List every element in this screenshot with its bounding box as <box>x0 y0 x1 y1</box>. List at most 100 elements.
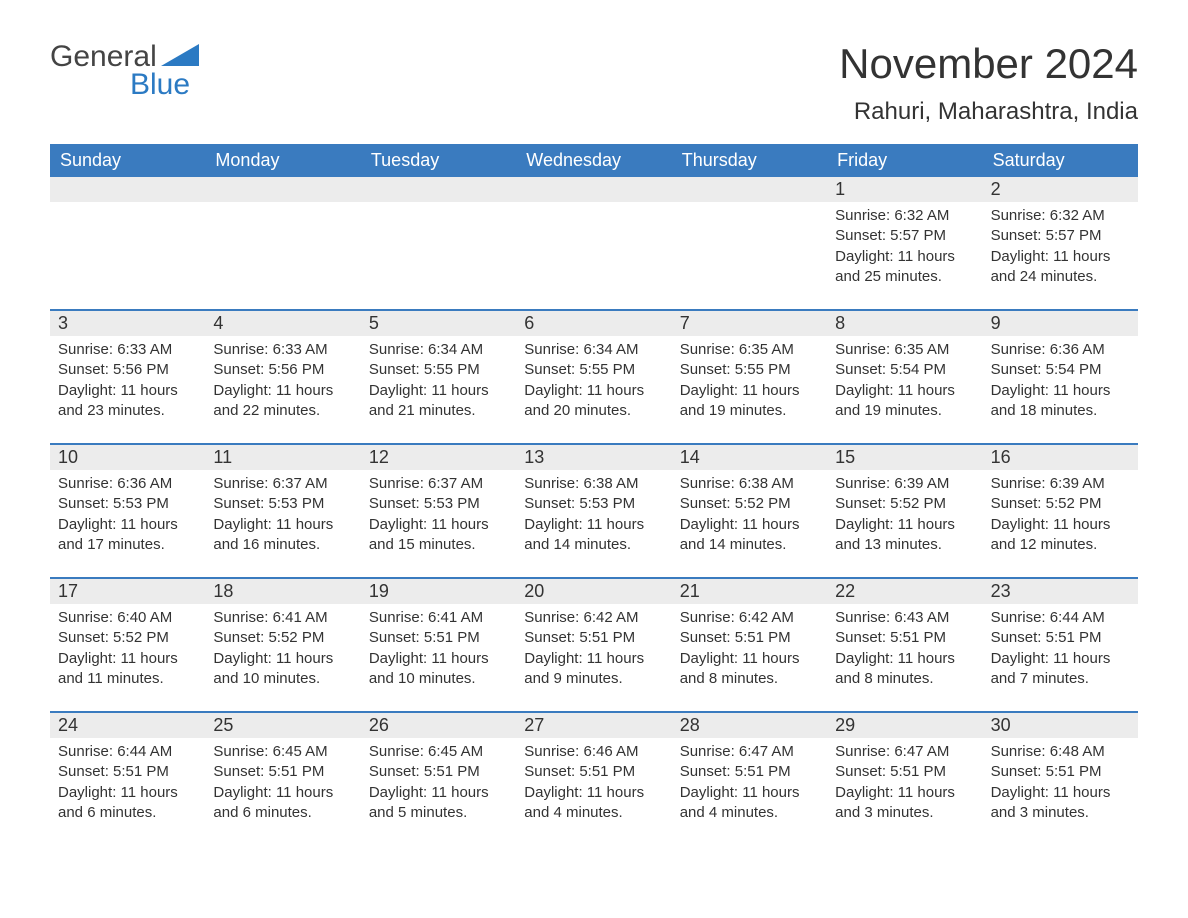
daylight-line: Daylight: 11 hours and 3 minutes. <box>835 783 974 824</box>
day-cell: 13Sunrise: 6:38 AMSunset: 5:53 PMDayligh… <box>516 445 671 555</box>
sunset-line: Sunset: 5:51 PM <box>524 628 663 648</box>
day-body: Sunrise: 6:37 AMSunset: 5:53 PMDaylight:… <box>361 470 516 555</box>
sunset-line: Sunset: 5:52 PM <box>213 628 352 648</box>
day-cell: 19Sunrise: 6:41 AMSunset: 5:51 PMDayligh… <box>361 579 516 689</box>
sunrise-line: Sunrise: 6:32 AM <box>991 206 1130 226</box>
daylight-line: Daylight: 11 hours and 7 minutes. <box>991 649 1130 690</box>
daylight-line: Daylight: 11 hours and 10 minutes. <box>369 649 508 690</box>
sunrise-line: Sunrise: 6:43 AM <box>835 608 974 628</box>
day-body: Sunrise: 6:47 AMSunset: 5:51 PMDaylight:… <box>827 738 982 823</box>
day-number: 5 <box>361 311 516 336</box>
daylight-line: Daylight: 11 hours and 8 minutes. <box>835 649 974 690</box>
sunrise-line: Sunrise: 6:32 AM <box>835 206 974 226</box>
day-body: Sunrise: 6:35 AMSunset: 5:55 PMDaylight:… <box>672 336 827 421</box>
sunset-line: Sunset: 5:55 PM <box>680 360 819 380</box>
sunrise-line: Sunrise: 6:47 AM <box>680 742 819 762</box>
day-cell: 11Sunrise: 6:37 AMSunset: 5:53 PMDayligh… <box>205 445 360 555</box>
day-cell <box>516 177 671 287</box>
sunrise-line: Sunrise: 6:34 AM <box>524 340 663 360</box>
sunset-line: Sunset: 5:52 PM <box>835 494 974 514</box>
header: General Blue November 2024 Rahuri, Mahar… <box>50 40 1138 126</box>
dow-cell: Sunday <box>50 144 205 177</box>
day-cell: 6Sunrise: 6:34 AMSunset: 5:55 PMDaylight… <box>516 311 671 421</box>
sunset-line: Sunset: 5:54 PM <box>835 360 974 380</box>
day-body: Sunrise: 6:45 AMSunset: 5:51 PMDaylight:… <box>361 738 516 823</box>
day-number: 29 <box>827 713 982 738</box>
day-number <box>205 177 360 202</box>
daylight-line: Daylight: 11 hours and 25 minutes. <box>835 247 974 288</box>
sunset-line: Sunset: 5:53 PM <box>369 494 508 514</box>
week-row: 17Sunrise: 6:40 AMSunset: 5:52 PMDayligh… <box>50 577 1138 689</box>
day-number: 2 <box>983 177 1138 202</box>
sunset-line: Sunset: 5:53 PM <box>58 494 197 514</box>
day-cell: 1Sunrise: 6:32 AMSunset: 5:57 PMDaylight… <box>827 177 982 287</box>
sunrise-line: Sunrise: 6:44 AM <box>58 742 197 762</box>
day-cell: 4Sunrise: 6:33 AMSunset: 5:56 PMDaylight… <box>205 311 360 421</box>
day-number: 7 <box>672 311 827 336</box>
day-body: Sunrise: 6:32 AMSunset: 5:57 PMDaylight:… <box>983 202 1138 287</box>
sunrise-line: Sunrise: 6:46 AM <box>524 742 663 762</box>
day-body: Sunrise: 6:33 AMSunset: 5:56 PMDaylight:… <box>205 336 360 421</box>
day-cell <box>205 177 360 287</box>
sunrise-line: Sunrise: 6:42 AM <box>680 608 819 628</box>
day-number: 13 <box>516 445 671 470</box>
day-body: Sunrise: 6:33 AMSunset: 5:56 PMDaylight:… <box>50 336 205 421</box>
daylight-line: Daylight: 11 hours and 4 minutes. <box>680 783 819 824</box>
daylight-line: Daylight: 11 hours and 19 minutes. <box>835 381 974 422</box>
day-number: 20 <box>516 579 671 604</box>
sunset-line: Sunset: 5:51 PM <box>680 628 819 648</box>
day-number: 28 <box>672 713 827 738</box>
day-cell: 5Sunrise: 6:34 AMSunset: 5:55 PMDaylight… <box>361 311 516 421</box>
sunset-line: Sunset: 5:55 PM <box>524 360 663 380</box>
day-number: 4 <box>205 311 360 336</box>
sunrise-line: Sunrise: 6:41 AM <box>369 608 508 628</box>
day-cell: 29Sunrise: 6:47 AMSunset: 5:51 PMDayligh… <box>827 713 982 823</box>
sunset-line: Sunset: 5:57 PM <box>991 226 1130 246</box>
day-cell: 10Sunrise: 6:36 AMSunset: 5:53 PMDayligh… <box>50 445 205 555</box>
sunrise-line: Sunrise: 6:37 AM <box>369 474 508 494</box>
sunset-line: Sunset: 5:56 PM <box>213 360 352 380</box>
day-cell: 22Sunrise: 6:43 AMSunset: 5:51 PMDayligh… <box>827 579 982 689</box>
day-cell: 18Sunrise: 6:41 AMSunset: 5:52 PMDayligh… <box>205 579 360 689</box>
day-cell: 7Sunrise: 6:35 AMSunset: 5:55 PMDaylight… <box>672 311 827 421</box>
sunset-line: Sunset: 5:51 PM <box>369 762 508 782</box>
sunset-line: Sunset: 5:51 PM <box>369 628 508 648</box>
day-body: Sunrise: 6:34 AMSunset: 5:55 PMDaylight:… <box>516 336 671 421</box>
sunrise-line: Sunrise: 6:45 AM <box>369 742 508 762</box>
sunrise-line: Sunrise: 6:42 AM <box>524 608 663 628</box>
sunrise-line: Sunrise: 6:33 AM <box>213 340 352 360</box>
day-cell: 3Sunrise: 6:33 AMSunset: 5:56 PMDaylight… <box>50 311 205 421</box>
week-row: 24Sunrise: 6:44 AMSunset: 5:51 PMDayligh… <box>50 711 1138 823</box>
day-body <box>205 202 360 206</box>
title-block: November 2024 Rahuri, Maharashtra, India <box>839 40 1138 126</box>
sunset-line: Sunset: 5:52 PM <box>991 494 1130 514</box>
calendar: SundayMondayTuesdayWednesdayThursdayFrid… <box>50 144 1138 823</box>
day-cell: 26Sunrise: 6:45 AMSunset: 5:51 PMDayligh… <box>361 713 516 823</box>
day-cell: 25Sunrise: 6:45 AMSunset: 5:51 PMDayligh… <box>205 713 360 823</box>
day-number: 11 <box>205 445 360 470</box>
daylight-line: Daylight: 11 hours and 19 minutes. <box>680 381 819 422</box>
day-number: 15 <box>827 445 982 470</box>
day-body: Sunrise: 6:32 AMSunset: 5:57 PMDaylight:… <box>827 202 982 287</box>
day-body: Sunrise: 6:39 AMSunset: 5:52 PMDaylight:… <box>827 470 982 555</box>
day-body: Sunrise: 6:38 AMSunset: 5:52 PMDaylight:… <box>672 470 827 555</box>
sunrise-line: Sunrise: 6:33 AM <box>58 340 197 360</box>
day-body: Sunrise: 6:46 AMSunset: 5:51 PMDaylight:… <box>516 738 671 823</box>
sunrise-line: Sunrise: 6:44 AM <box>991 608 1130 628</box>
day-body: Sunrise: 6:42 AMSunset: 5:51 PMDaylight:… <box>672 604 827 689</box>
day-cell: 21Sunrise: 6:42 AMSunset: 5:51 PMDayligh… <box>672 579 827 689</box>
week-row: 1Sunrise: 6:32 AMSunset: 5:57 PMDaylight… <box>50 177 1138 287</box>
week-row: 10Sunrise: 6:36 AMSunset: 5:53 PMDayligh… <box>50 443 1138 555</box>
dow-cell: Thursday <box>672 144 827 177</box>
sunrise-line: Sunrise: 6:37 AM <box>213 474 352 494</box>
daylight-line: Daylight: 11 hours and 24 minutes. <box>991 247 1130 288</box>
day-number <box>50 177 205 202</box>
daylight-line: Daylight: 11 hours and 9 minutes. <box>524 649 663 690</box>
day-body: Sunrise: 6:43 AMSunset: 5:51 PMDaylight:… <box>827 604 982 689</box>
sunrise-line: Sunrise: 6:47 AM <box>835 742 974 762</box>
daylight-line: Daylight: 11 hours and 6 minutes. <box>213 783 352 824</box>
day-cell: 24Sunrise: 6:44 AMSunset: 5:51 PMDayligh… <box>50 713 205 823</box>
sunrise-line: Sunrise: 6:39 AM <box>991 474 1130 494</box>
day-number: 23 <box>983 579 1138 604</box>
sunset-line: Sunset: 5:51 PM <box>835 762 974 782</box>
